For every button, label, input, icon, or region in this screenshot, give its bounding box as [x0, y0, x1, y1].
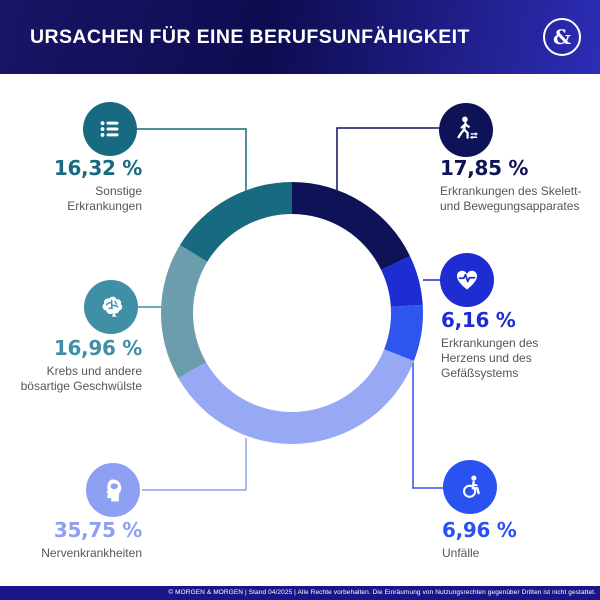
krebs-icon-badge	[84, 280, 138, 334]
krebs-label: Krebs und andere bösartige Geschwülste	[20, 364, 142, 393]
ampersand-glyph: &	[552, 25, 572, 49]
donut-segment-krebs	[160, 245, 208, 379]
sonstige-percent: 16,32 %	[53, 156, 142, 180]
donut-segment-sonstige	[180, 182, 292, 262]
header-bar: URSACHEN FÜR EINE BERUFSUNFÄHIGKEIT &	[0, 0, 600, 74]
callout-krebs: 16,96 % Krebs und andere bösartige Gesch…	[8, 336, 143, 394]
donut-segment-herz	[381, 256, 423, 307]
footer-copyright: © MORGEN & MORGEN | Stand 04/2025 | Alle…	[0, 586, 600, 600]
nerven-label: Nervenkrankheiten	[41, 546, 142, 560]
donut-segment-unfaelle	[384, 304, 424, 361]
connector-skelett	[336, 127, 439, 190]
donut-segment-skelett	[292, 182, 410, 271]
herz-percent: 6,16 %	[441, 308, 516, 332]
connector-unfaelle	[412, 362, 444, 489]
walking-person-icon	[457, 116, 478, 140]
herz-label: Erkrankungen des Herzens und des Gefäßsy…	[441, 336, 539, 380]
callout-herz: 6,16 % Erkrankungen des Herzens und des …	[441, 308, 581, 381]
connector-nerven	[142, 438, 247, 491]
brain-icon	[101, 296, 122, 317]
herz-icon-badge	[440, 253, 494, 307]
skelett-label: Erkrankungen des Skelett- und Bewegungsa…	[440, 184, 582, 213]
nerven-percent: 35,75 %	[53, 518, 142, 542]
sonstige-label: Sonstige Erkrankungen	[67, 184, 142, 213]
connector-sonstige	[137, 128, 247, 191]
nerven-icon-badge	[86, 463, 140, 517]
callout-skelett: 17,85 % Erkrankungen des Skelett- und Be…	[440, 156, 595, 214]
skelett-percent: 17,85 %	[440, 156, 529, 180]
callout-sonstige: 16,32 % Sonstige Erkrankungen	[20, 156, 142, 214]
callout-nerven: 35,75 % Nervenkrankheiten	[0, 518, 142, 561]
list-icon	[100, 121, 119, 137]
unfaelle-percent: 6,96 %	[442, 518, 517, 542]
krebs-percent: 16,96 %	[53, 336, 142, 360]
morgen-morgen-logo: &	[543, 18, 581, 56]
head-silhouette-icon	[105, 478, 121, 501]
heart-pulse-icon	[457, 270, 477, 290]
unfaelle-icon-badge	[443, 460, 497, 514]
sonstige-icon-badge	[83, 102, 137, 156]
wheelchair-icon	[462, 474, 480, 498]
donut-segment-nerven	[178, 349, 414, 444]
skelett-icon-badge	[439, 103, 493, 157]
unfaelle-label: Unfälle	[442, 546, 480, 560]
callout-unfaelle: 6,96 % Unfälle	[442, 518, 572, 561]
page-title: URSACHEN FÜR EINE BERUFSUNFÄHIGKEIT	[30, 25, 470, 48]
